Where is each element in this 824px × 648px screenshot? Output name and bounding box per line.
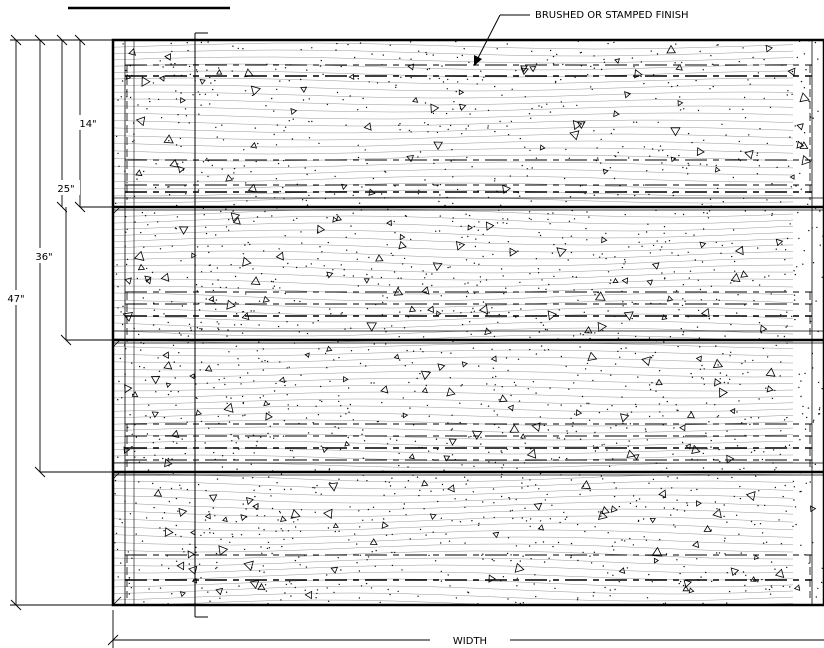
width-dimension — [107, 610, 824, 648]
dimension-label-14: 14" — [79, 119, 96, 130]
finish-callout-leader — [477, 14, 530, 59]
dimension-label-47: 47" — [7, 294, 24, 305]
callout-arrowhead — [474, 55, 482, 66]
form-bracket — [194, 32, 208, 618]
width-label: WIDTH — [453, 636, 487, 647]
step-outlines — [111, 38, 824, 607]
dimension-label-36: 36" — [35, 252, 52, 263]
reinforcement-lines — [125, 64, 812, 598]
concrete-texture — [113, 40, 824, 605]
finish-callout-text: BRUSHED OR STAMPED FINISH — [535, 10, 689, 21]
dimension-label-25: 25" — [57, 184, 74, 195]
stair-outline — [111, 38, 824, 607]
